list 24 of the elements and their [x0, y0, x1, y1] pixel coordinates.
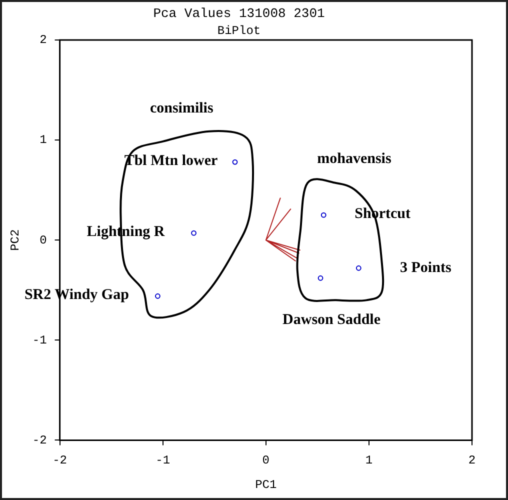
annotation: Dawson Saddle	[282, 312, 381, 328]
y-tick-label: -2	[32, 433, 47, 448]
x-tick-label: -2	[52, 454, 68, 468]
x-tick-label: 1	[365, 454, 373, 468]
chart-title: Pca Values 131008 2301	[153, 6, 326, 22]
y-tick-label: 0	[40, 233, 47, 248]
annotation: consimilis	[150, 100, 214, 116]
y-tick-label: 1	[40, 133, 47, 148]
x-tick-label: -1	[156, 454, 170, 468]
point	[356, 265, 362, 271]
point	[155, 293, 160, 299]
y-tick-label: -1	[32, 333, 47, 348]
point	[191, 230, 196, 236]
annotation: mohavensis	[317, 151, 392, 168]
point	[232, 159, 238, 165]
x-tick-label: 2	[468, 454, 476, 468]
point	[320, 212, 326, 218]
x-axis-title: PC1	[255, 478, 277, 492]
x-tick-label: 0	[262, 454, 270, 468]
chart-subtitle: BiPlot	[217, 24, 261, 38]
y-tick-label: 2	[40, 33, 47, 48]
point	[318, 275, 324, 281]
annotation: 3 Points	[400, 260, 452, 276]
y-axis-title: PC2	[8, 229, 22, 251]
